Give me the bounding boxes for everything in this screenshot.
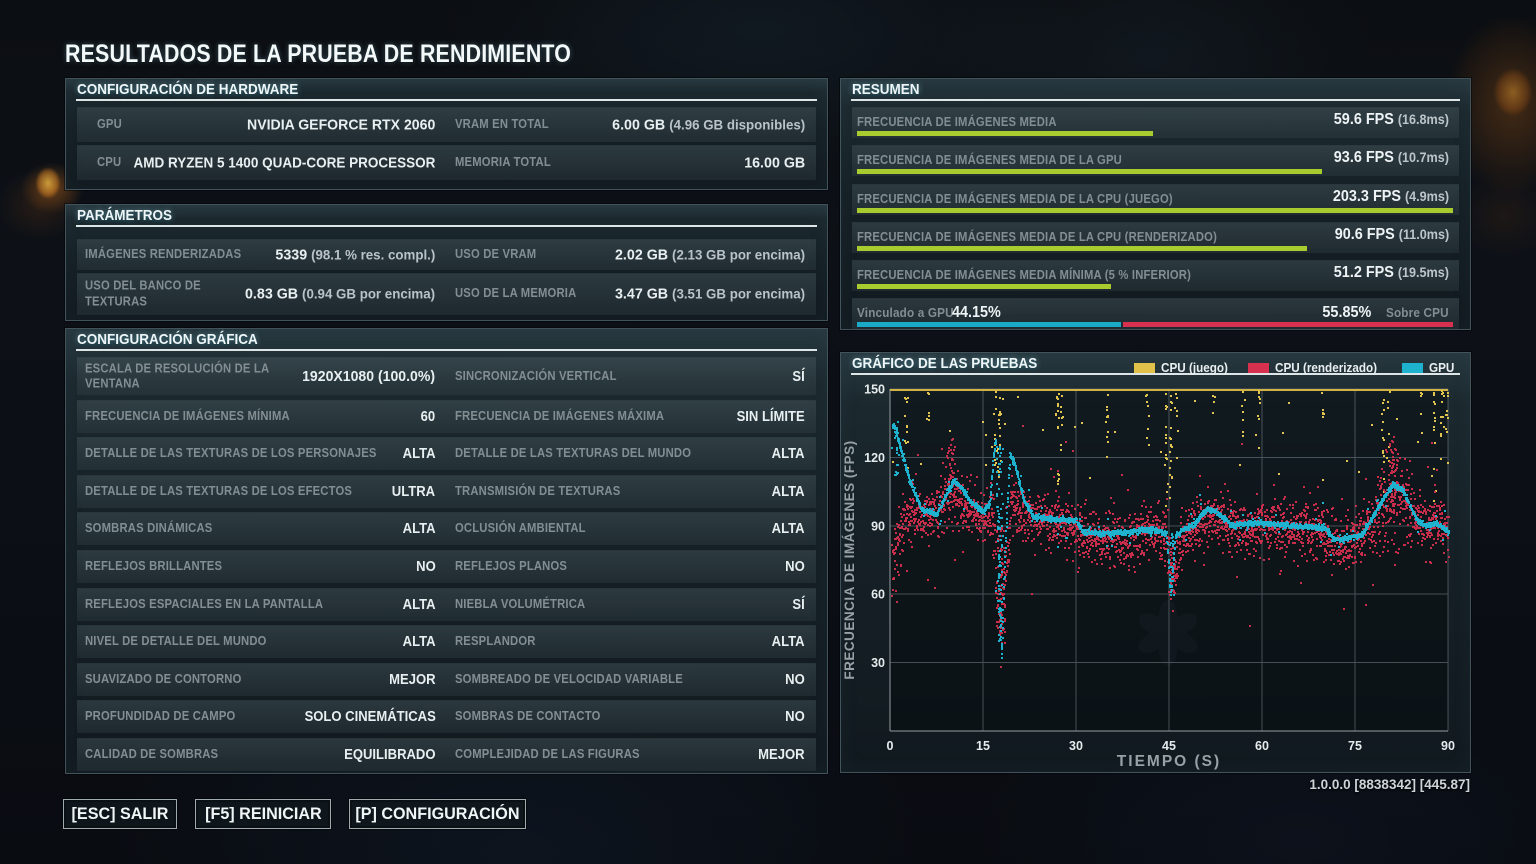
svg-text:30: 30 (1069, 739, 1083, 753)
svg-text:75: 75 (1348, 739, 1362, 753)
svg-text:90: 90 (871, 519, 885, 533)
svg-text:30: 30 (871, 656, 885, 670)
svg-text:15: 15 (976, 739, 990, 753)
svg-text:90: 90 (1441, 739, 1455, 753)
svg-text:45: 45 (1162, 739, 1176, 753)
svg-text:120: 120 (864, 451, 885, 465)
svg-text:150: 150 (864, 383, 885, 397)
svg-text:TIEMPO (S): TIEMPO (S) (1117, 753, 1221, 770)
svg-text:60: 60 (1255, 739, 1269, 753)
svg-text:0: 0 (887, 739, 894, 753)
svg-text:60: 60 (871, 588, 885, 602)
svg-text:FRECUENCIA DE IMÁGENES (FPS): FRECUENCIA DE IMÁGENES (FPS) (842, 440, 857, 679)
